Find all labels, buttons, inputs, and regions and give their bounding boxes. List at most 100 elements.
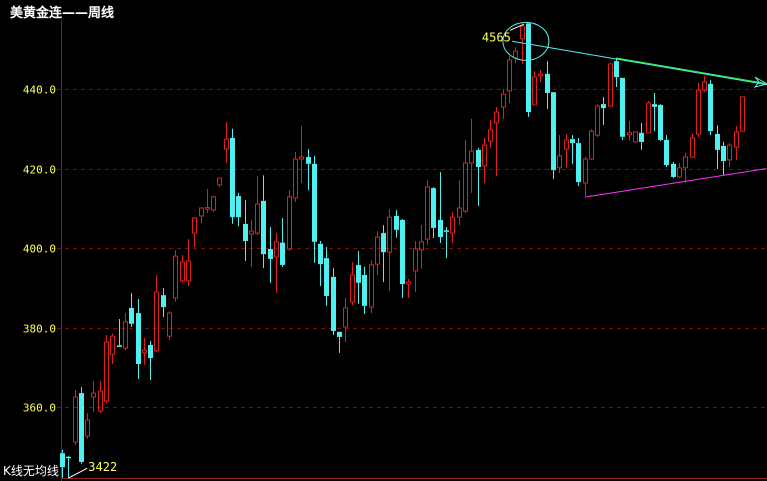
- candle: [538, 69, 543, 82]
- candle: [734, 126, 739, 160]
- candle: [324, 247, 329, 306]
- candle-body: [312, 163, 317, 242]
- candle-body: [633, 131, 638, 143]
- candle: [375, 231, 380, 275]
- candle-body: [268, 248, 273, 259]
- peak-highlight-ellipse: [502, 21, 550, 61]
- candle: [387, 209, 392, 292]
- candle: [161, 288, 166, 318]
- y-tick-label: 360.0: [23, 402, 56, 415]
- candle-body: [494, 111, 499, 124]
- candle: [419, 225, 424, 269]
- candle: [98, 381, 103, 413]
- candle-body: [419, 241, 424, 251]
- candle-body: [123, 321, 128, 349]
- candle: [488, 120, 493, 148]
- y-tick-label: 380.0: [23, 323, 56, 336]
- candle-body: [306, 157, 311, 164]
- candle: [287, 190, 292, 251]
- candle: [337, 331, 342, 353]
- candle: [595, 104, 600, 138]
- candle: [312, 155, 317, 263]
- candle-body: [431, 188, 436, 228]
- candle-body: [287, 196, 292, 250]
- candle: [167, 311, 172, 341]
- candle: [620, 77, 625, 140]
- candle-body: [532, 76, 537, 106]
- candle: [249, 219, 254, 267]
- candle-body: [463, 162, 468, 212]
- candle-body: [230, 137, 235, 218]
- candle: [457, 180, 462, 226]
- candle-body: [255, 203, 260, 234]
- candle: [255, 176, 260, 236]
- candle-body: [583, 158, 588, 184]
- candle-body: [362, 274, 367, 306]
- candle-body: [614, 61, 619, 78]
- candle-body: [551, 92, 556, 171]
- candle: [129, 293, 134, 328]
- high-label-leader: [509, 23, 525, 31]
- candle: [343, 297, 348, 343]
- candle: [431, 187, 436, 238]
- candle-body: [457, 207, 462, 218]
- candle-body: [104, 341, 109, 402]
- candle: [274, 233, 279, 294]
- candle: [658, 104, 663, 142]
- candle-body: [356, 264, 361, 283]
- candle-body: [727, 144, 732, 161]
- candle: [104, 334, 109, 404]
- candle-body: [98, 390, 103, 412]
- candle: [708, 79, 713, 136]
- candle: [394, 209, 399, 238]
- candle-body: [520, 25, 525, 40]
- high-price-label: 4565: [482, 30, 511, 44]
- candle-body: [444, 230, 449, 232]
- candle: [444, 227, 449, 259]
- candle: [494, 106, 499, 177]
- candle-body: [570, 139, 575, 144]
- candle: [583, 157, 588, 199]
- candle-body: [280, 242, 285, 265]
- candle-body: [608, 63, 613, 107]
- candle: [73, 389, 78, 446]
- candle: [463, 139, 468, 214]
- candle-body: [639, 132, 644, 142]
- candle-body: [734, 131, 739, 148]
- candle: [564, 133, 569, 168]
- candle-body: [438, 219, 443, 238]
- candle: [727, 143, 732, 168]
- candle: [66, 455, 71, 479]
- candle-body: [627, 132, 632, 136]
- candle-body: [413, 248, 418, 272]
- candle-body: [91, 392, 96, 398]
- candle-body: [381, 233, 386, 253]
- candle: [690, 133, 695, 158]
- candle: [715, 125, 720, 169]
- candle-body: [400, 219, 405, 285]
- candle-body: [469, 150, 474, 164]
- candle: [526, 23, 531, 117]
- resistance-highlight-line: [615, 57, 767, 85]
- candle: [369, 260, 374, 314]
- candle-body: [589, 130, 594, 160]
- candle-body: [394, 215, 399, 230]
- candle: [532, 71, 537, 106]
- candle-body: [671, 163, 676, 177]
- candle: [425, 180, 430, 246]
- candle-body: [331, 276, 336, 331]
- candle: [350, 262, 355, 306]
- candle-body: [243, 223, 248, 242]
- candle: [450, 211, 455, 244]
- candle: [186, 239, 191, 287]
- candle: [513, 47, 518, 64]
- candle-body: [406, 281, 411, 285]
- candle: [205, 188, 210, 214]
- candle-body: [136, 313, 141, 365]
- candle: [652, 92, 657, 132]
- candle: [60, 449, 65, 478]
- candle: [476, 147, 481, 207]
- low-price-label: 3422: [88, 460, 117, 474]
- candle-body: [79, 393, 84, 462]
